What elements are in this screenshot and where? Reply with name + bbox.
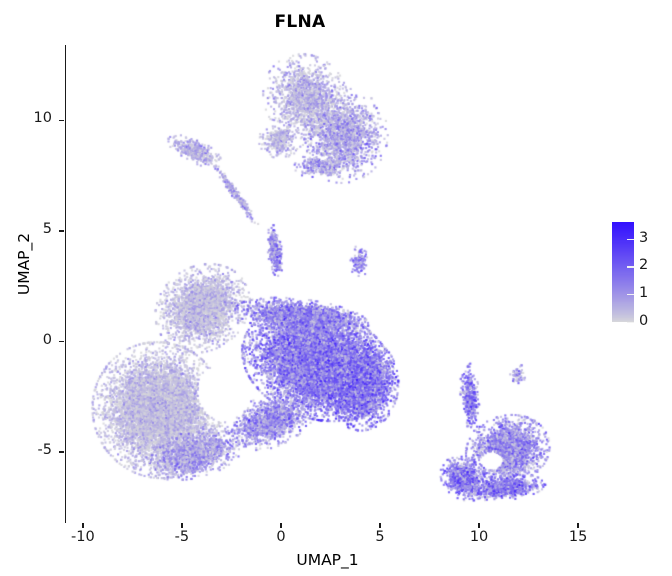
x-tick-mark — [82, 523, 84, 528]
x-tick-mark — [478, 523, 480, 528]
x-tick-mark — [577, 523, 579, 528]
y-tick-mark — [59, 230, 64, 232]
colorbar-tick-label: 0 — [639, 313, 649, 329]
x-tick-mark — [181, 523, 183, 528]
y-tick-mark — [59, 451, 64, 453]
scatter-plot-canvas — [66, 45, 591, 523]
colorbar-tick-label: 1 — [639, 285, 649, 302]
y-tick-label: 0 — [42, 331, 52, 348]
colorbar-tick-label: 3 — [639, 229, 649, 246]
colorbar-tick-mark — [627, 238, 634, 240]
x-tick-label: -5 — [174, 529, 190, 545]
x-tick-mark — [280, 523, 282, 528]
x-tick-label: 10 — [469, 529, 489, 545]
y-tick-label: -5 — [37, 442, 52, 459]
x-axis-label: UMAP_1 — [296, 551, 359, 569]
y-tick-label: 5 — [42, 220, 52, 237]
x-tick-label: 5 — [375, 529, 385, 545]
y-tick-mark — [59, 340, 64, 343]
x-tick-label: 0 — [276, 529, 286, 545]
page-title: FLNA — [274, 12, 326, 32]
colorbar-tick-mark — [627, 266, 634, 268]
x-tick-mark — [379, 523, 381, 528]
colorbar-tick-label: 2 — [639, 257, 649, 274]
plot-panel — [65, 45, 591, 523]
colorbar-gradient — [612, 222, 634, 322]
colorbar-tick-mark — [627, 294, 634, 296]
colorbar-legend: 3 2 1 0 — [612, 222, 668, 328]
y-tick-label: 10 — [33, 110, 52, 127]
y-tick-mark — [59, 119, 64, 121]
colorbar-tick-mark — [627, 322, 634, 324]
x-tick-label: 15 — [568, 529, 588, 545]
x-tick-label: -10 — [70, 529, 95, 545]
